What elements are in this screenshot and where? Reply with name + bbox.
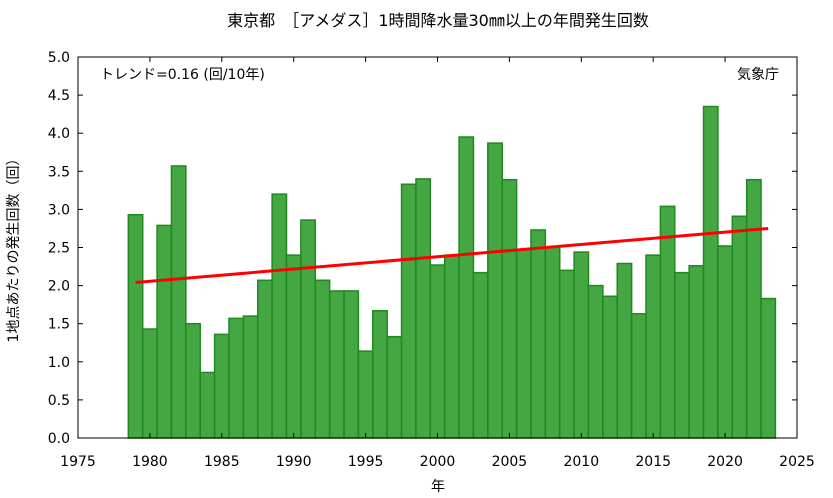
x-tick-label-1975: 1975 — [60, 454, 96, 470]
bar-2014 — [630, 313, 647, 439]
y-axis: 0.0 0.5 1.0 1.5 2.0 2.5 3.0 3.5 4.0 4.5 5.0 — [48, 50, 797, 447]
x-tick-label-2020: 2020 — [707, 454, 743, 470]
bar-2011 — [587, 284, 604, 439]
bar-2019 — [702, 105, 719, 439]
y-tick-label-4.5: 4.5 — [48, 88, 70, 104]
bar-2009 — [558, 269, 575, 439]
bar-1998 — [400, 183, 417, 439]
bar-1985 — [213, 333, 230, 439]
x-tick-label-1990: 1990 — [276, 454, 312, 470]
bar-1982 — [170, 165, 187, 439]
y-tick-label-2.0: 2.0 — [48, 279, 70, 295]
x-tick-label-1980: 1980 — [132, 454, 168, 470]
bar-2003 — [472, 271, 489, 439]
bar-2008 — [544, 246, 561, 439]
bar-2020 — [717, 245, 734, 439]
bar-2021 — [731, 215, 748, 439]
bar-2016 — [659, 205, 676, 439]
x-tick-label-2000: 2000 — [420, 454, 456, 470]
bar-1992 — [314, 279, 331, 439]
y-tick-label-2.5: 2.5 — [48, 241, 70, 257]
source-annotation: 気象庁 — [737, 67, 779, 83]
x-tick-label-2015: 2015 — [635, 454, 671, 470]
y-tick-label-1.0: 1.0 — [48, 355, 70, 371]
bar-1994 — [343, 290, 360, 439]
y-tick-label-3.5: 3.5 — [48, 164, 70, 180]
bar-2006 — [515, 249, 532, 439]
trend-group — [135, 226, 769, 285]
y-tick-label-5.0: 5.0 — [48, 50, 70, 66]
x-tick-label-2010: 2010 — [563, 454, 599, 470]
bar-1979 — [127, 213, 144, 439]
bar-1988 — [257, 279, 273, 439]
bar-1995 — [357, 350, 374, 439]
x-tick-label-1995: 1995 — [348, 454, 384, 470]
bar-2015 — [645, 254, 662, 439]
bar-2002 — [458, 136, 475, 439]
x-axis-label: 年 — [431, 479, 445, 495]
y-tick-label-0.5: 0.5 — [48, 393, 70, 409]
bar-2018 — [688, 265, 705, 439]
bar-2005 — [501, 178, 518, 439]
x-tick-label-1985: 1985 — [204, 454, 240, 470]
bar-1984 — [199, 371, 216, 439]
bar-1981 — [156, 224, 173, 439]
bars-group — [127, 105, 777, 439]
bar-1989 — [271, 193, 288, 439]
bar-2023 — [760, 297, 777, 439]
x-axis: 1975 1980 1985 1990 1995 2000 2005 2010 2015 2020… — [60, 57, 815, 470]
trend-annotation: トレンド=0.16 (回/10年) — [100, 67, 265, 83]
y-tick-label-1.5: 1.5 — [48, 317, 70, 333]
y-tick-label-0.0: 0.0 — [48, 431, 70, 447]
bar-2012 — [602, 295, 618, 439]
x-tick-label-2025: 2025 — [779, 454, 815, 470]
bar-2001 — [443, 254, 460, 439]
bar-1999 — [415, 178, 432, 439]
bar-1987 — [242, 315, 259, 439]
bar-2007 — [530, 229, 547, 439]
bar-1991 — [300, 219, 317, 439]
x-tick-label-2005: 2005 — [492, 454, 528, 470]
bar-1990 — [285, 254, 302, 439]
bar-1997 — [386, 335, 403, 439]
bar-1980 — [141, 328, 158, 439]
bar-2004 — [487, 142, 503, 439]
y-tick-label-3.0: 3.0 — [48, 202, 70, 218]
chart-title: 東京都 ［アメダス］1時間降水量30㎜以上の年間発生回数 — [227, 11, 649, 30]
bar-2010 — [573, 251, 590, 439]
bar-1993 — [328, 290, 345, 439]
y-tick-label-4.0: 4.0 — [48, 126, 70, 142]
bar-2017 — [674, 271, 690, 439]
bar-1986 — [228, 317, 245, 439]
bar-2013 — [616, 262, 633, 439]
bar-2022 — [745, 178, 762, 439]
y-axis-label: 1地点あたりの発生回数（回） — [6, 152, 22, 343]
trend-line — [135, 226, 769, 285]
bar-1983 — [185, 322, 201, 439]
bar-1996 — [372, 309, 388, 439]
bar-2000 — [429, 264, 446, 439]
